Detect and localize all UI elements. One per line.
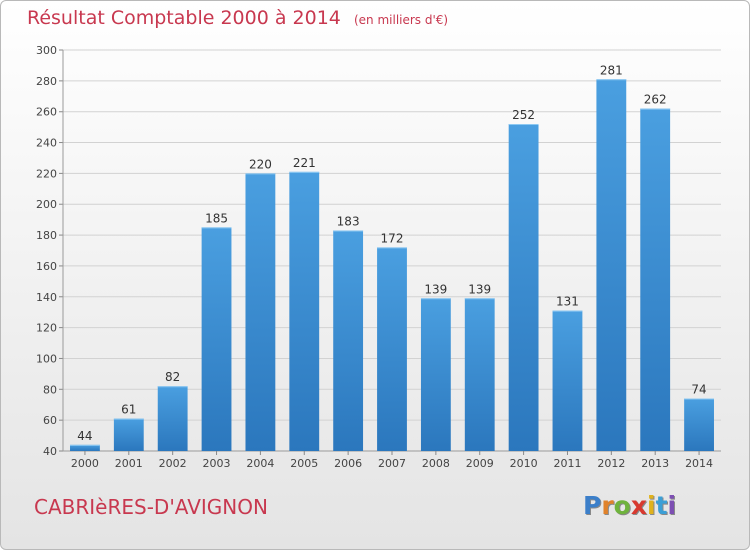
x-tick-label: 2012 xyxy=(597,457,625,470)
bar-value-label: 74 xyxy=(691,383,706,397)
bar xyxy=(464,298,495,451)
y-tick-label: 160 xyxy=(36,260,57,273)
bar xyxy=(113,418,144,451)
bar xyxy=(596,79,627,452)
bar xyxy=(70,444,100,451)
bar xyxy=(420,298,451,451)
logo-letter: t xyxy=(655,491,668,520)
bar xyxy=(684,398,714,451)
logo-letter: i xyxy=(667,491,677,520)
bar-value-label: 221 xyxy=(293,156,316,170)
x-tick-label: 2008 xyxy=(422,457,450,470)
y-tick-label: 300 xyxy=(36,44,57,57)
logo-letter: x xyxy=(630,491,647,520)
title-row: Résultat Comptable 2000 à 2014 (en milli… xyxy=(27,7,448,29)
bar xyxy=(640,108,671,451)
bar-value-label: 139 xyxy=(468,282,491,296)
x-tick-label: 2000 xyxy=(71,457,99,470)
y-tick-label: 260 xyxy=(36,106,57,119)
y-tick-label: 220 xyxy=(36,167,57,180)
town-name: CABRIèRES-D'AVIGNON xyxy=(34,495,268,519)
bar xyxy=(333,230,364,451)
bar xyxy=(157,386,188,451)
y-tick-label: 180 xyxy=(36,229,57,242)
x-tick-label: 2005 xyxy=(290,457,318,470)
y-tick-label: 140 xyxy=(36,291,57,304)
x-tick-label: 2006 xyxy=(334,457,362,470)
y-tick-label: 60 xyxy=(43,414,57,427)
labels-layer: 40 60 80 100 120 140 160 180 200 220 240 260 280 300 4… xyxy=(36,44,713,470)
y-tick-label: 240 xyxy=(36,137,57,150)
x-tick-label: 2001 xyxy=(115,457,143,470)
x-tick-label: 2009 xyxy=(466,457,494,470)
bar-value-label: 262 xyxy=(644,93,667,107)
bar-value-label: 82 xyxy=(165,370,180,384)
logo-letter: r xyxy=(601,491,614,520)
y-tick-label: 40 xyxy=(43,445,57,458)
bar-value-label: 44 xyxy=(77,429,92,443)
logo-letter: o xyxy=(613,491,631,520)
bar-value-label: 139 xyxy=(424,282,447,296)
y-tick-label: 280 xyxy=(36,75,57,88)
x-tick-label: 2004 xyxy=(246,457,274,470)
bar-value-label: 183 xyxy=(337,214,360,228)
x-tick-label: 2002 xyxy=(159,457,187,470)
bar xyxy=(552,310,583,451)
y-tick-label: 200 xyxy=(36,198,57,211)
chart-title: Résultat Comptable 2000 à 2014 xyxy=(27,7,341,29)
bar xyxy=(245,173,276,451)
bar-value-label: 252 xyxy=(512,108,535,122)
bar xyxy=(508,124,539,452)
logo-letter: i xyxy=(647,491,656,520)
bar-value-label: 172 xyxy=(381,231,404,245)
bar-value-label: 185 xyxy=(205,211,228,225)
bar-value-label: 61 xyxy=(121,403,136,417)
proxiti-logo[interactable]: Proxiti xyxy=(583,491,676,520)
x-tick-label: 2003 xyxy=(203,457,231,470)
bar xyxy=(201,227,232,451)
y-tick-label: 100 xyxy=(36,352,57,365)
x-tick-label: 2007 xyxy=(378,457,406,470)
bars-layer xyxy=(70,79,714,452)
x-tick-label: 2014 xyxy=(685,457,713,470)
logo-letter: P xyxy=(583,491,602,520)
y-tick-label: 80 xyxy=(43,383,57,396)
x-tick-label: 2013 xyxy=(641,457,669,470)
bar xyxy=(289,171,320,452)
x-tick-label: 2010 xyxy=(510,457,538,470)
bar-value-label: 281 xyxy=(600,63,623,77)
bar-value-label: 220 xyxy=(249,157,272,171)
bar xyxy=(377,247,407,451)
bar-value-label: 131 xyxy=(556,295,579,309)
y-tick-label: 120 xyxy=(36,322,57,335)
chart-subtitle: (en milliers d'€) xyxy=(353,13,449,27)
x-tick-label: 2011 xyxy=(553,457,581,470)
